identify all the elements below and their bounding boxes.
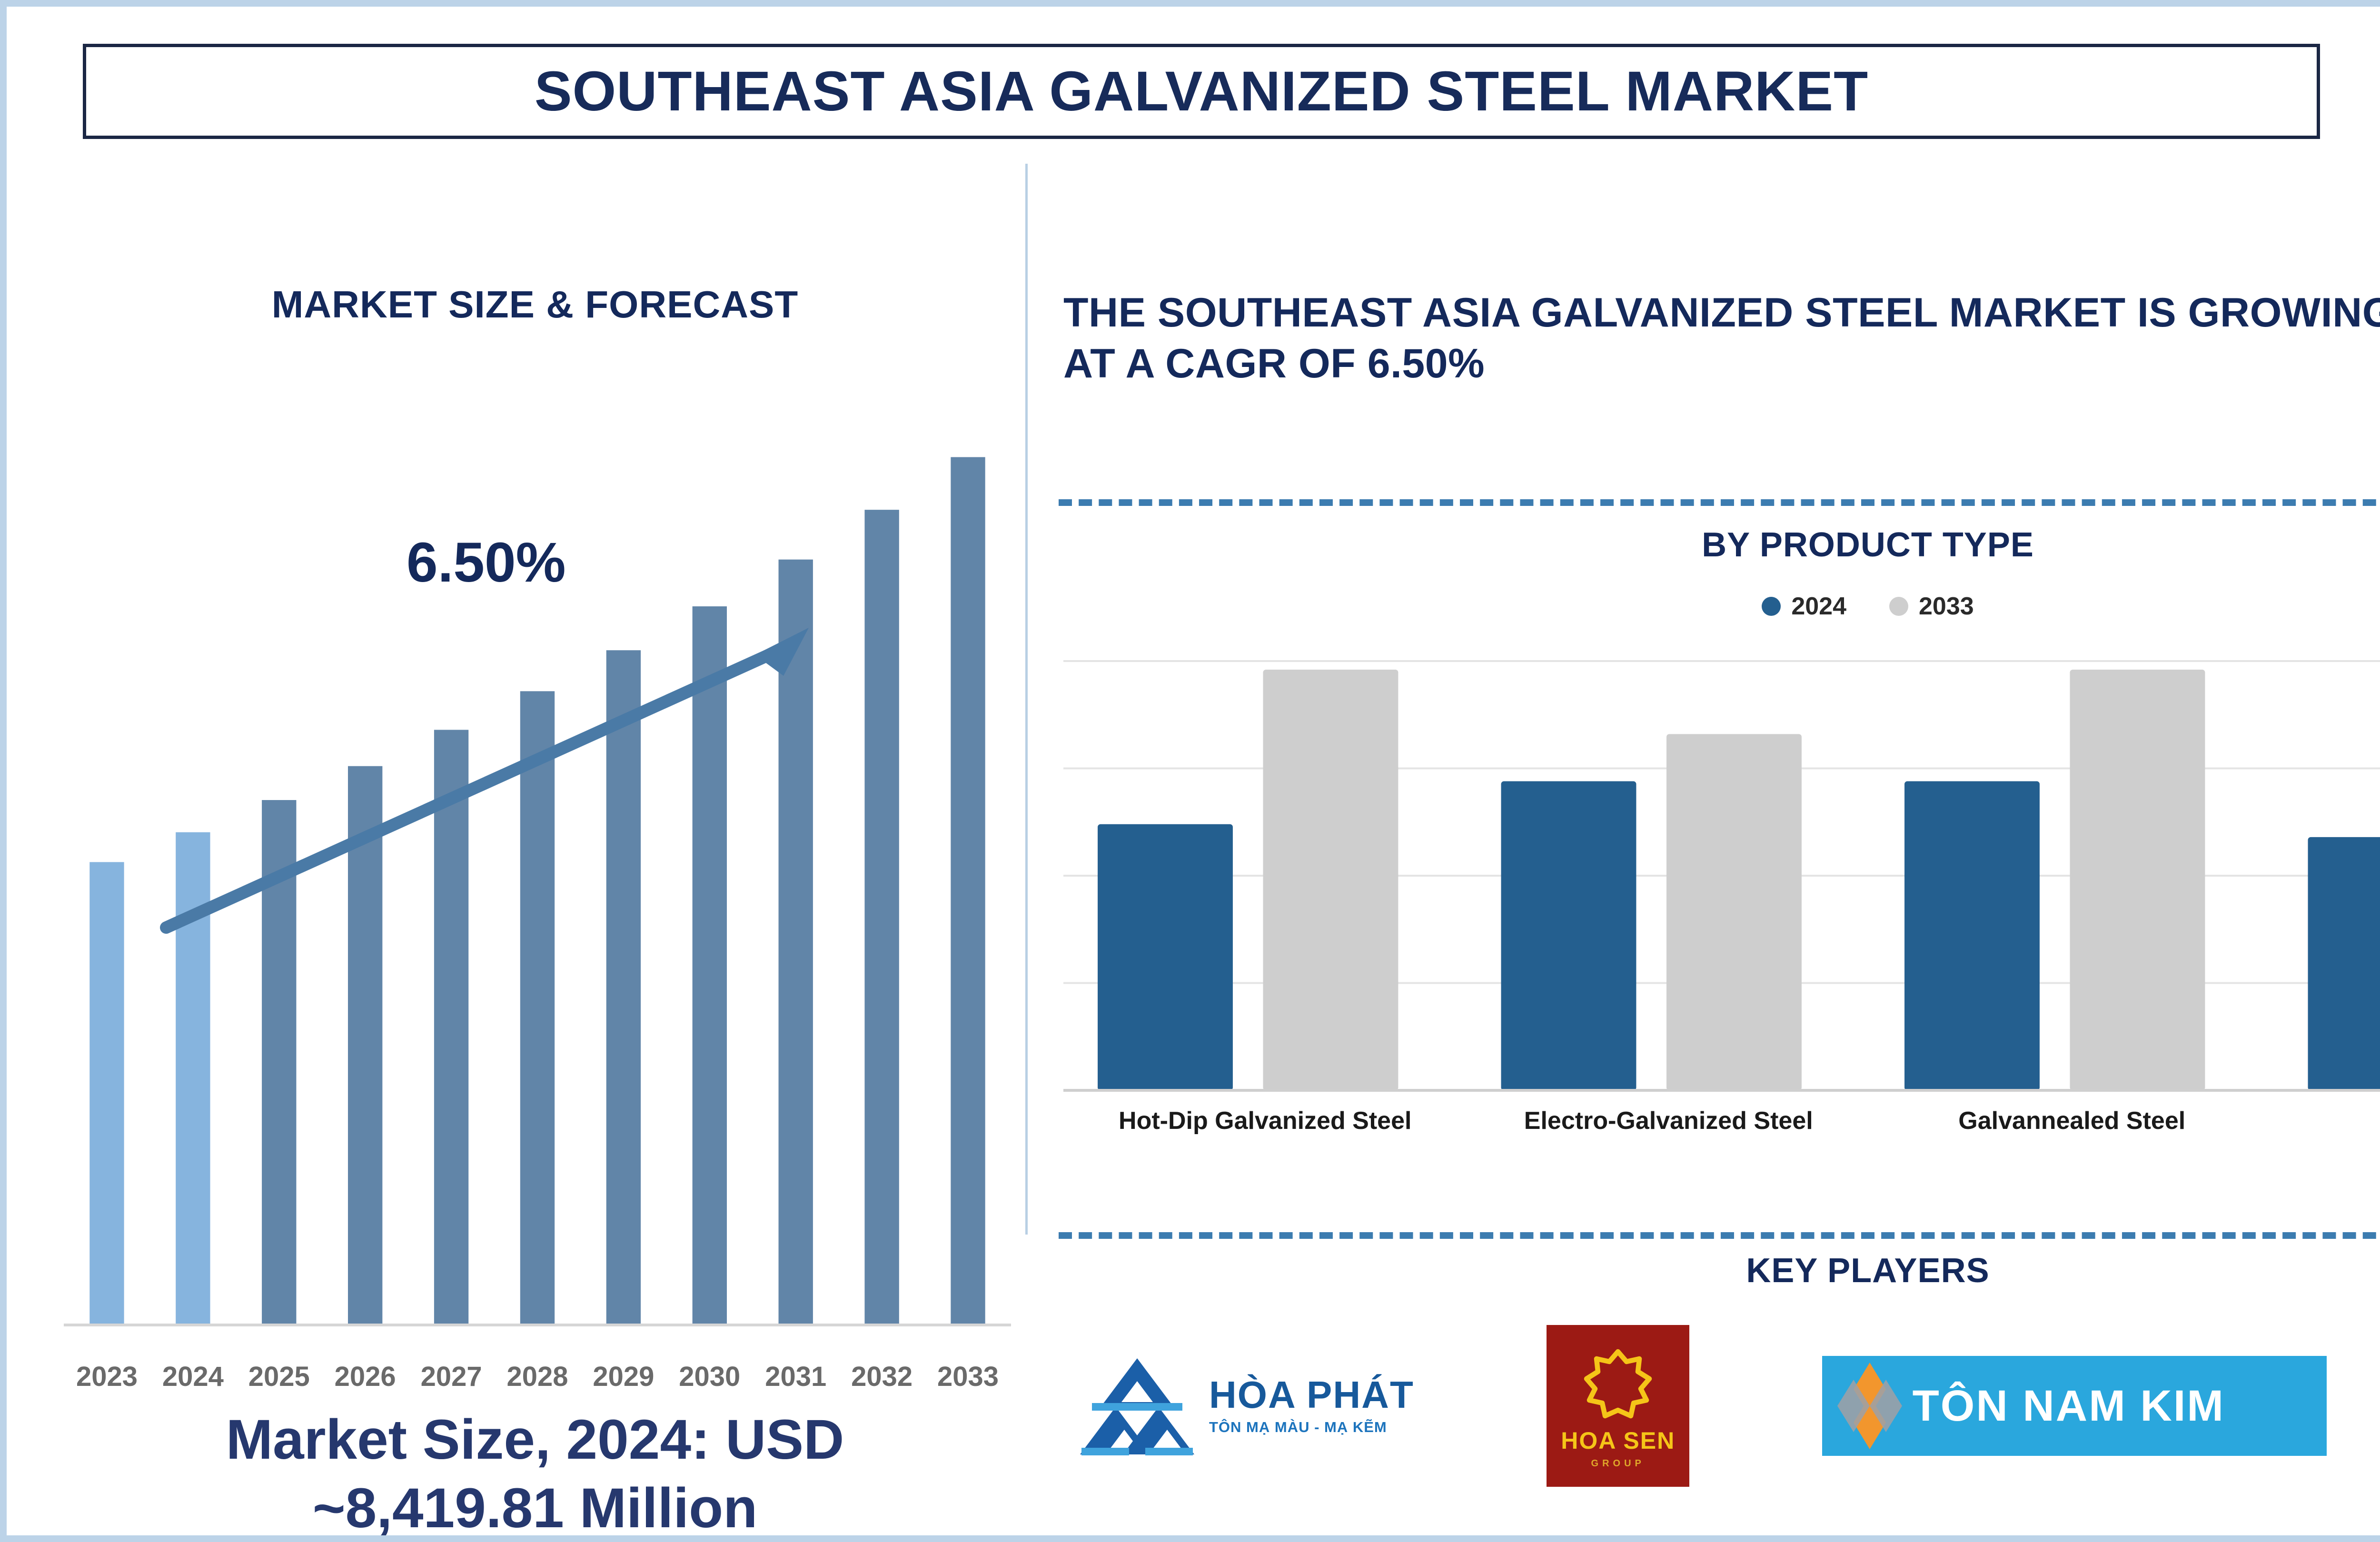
market-size-forecast-panel: MARKET SIZE & FORECAST 6.50% 2023 2024 202… — [35, 164, 1025, 1535]
year-tick-label: 2033 — [937, 1361, 999, 1392]
year-tick-label: 2025 — [248, 1361, 310, 1392]
growth-trend-arrow — [160, 638, 798, 934]
year-tick-label: 2028 — [506, 1361, 568, 1392]
hoa-phat-mark-icon — [1080, 1358, 1194, 1455]
right-panel: THE SOUTHEAST ASIA GALVANIZED STEEL MARK… — [1059, 164, 2380, 1511]
product-bar — [2308, 837, 2380, 1090]
ton-nam-kim-name: TÔN NAM KIM — [1912, 1381, 2225, 1430]
market-size-bar — [89, 862, 124, 1325]
market-size-bar — [951, 457, 985, 1325]
legend-swatch-icon — [1762, 597, 1781, 616]
vertical-divider — [1025, 164, 1028, 1235]
market-size-line-1: Market Size, 2024: USD — [226, 1408, 844, 1471]
market-size-bar — [434, 730, 469, 1325]
product-bar — [1501, 781, 1636, 1090]
legend-item[interactable]: 2024 — [1762, 592, 1846, 621]
product-category-label: Galvannealed Steel — [1958, 1107, 2186, 1135]
key-players-title: KEY PLAYERS — [1746, 1252, 1990, 1290]
hoa-sen-tagline: GROUP — [1591, 1458, 1645, 1469]
growth-headline: THE SOUTHEAST ASIA GALVANIZED STEEL MARK… — [1063, 290, 2380, 386]
legend-label: 2033 — [1919, 593, 1974, 620]
hoa-sen-name: HOA SEN — [1561, 1427, 1676, 1454]
product-chart-legend: 2024 2033 — [1059, 592, 2380, 621]
legend-item[interactable]: 2033 — [1889, 592, 1974, 621]
market-size-bar — [520, 691, 555, 1325]
market-size-line-2: ~8,419.81 Million — [312, 1476, 758, 1540]
market-size-year-axis: 2023 2024 2025 2026 2027 2028 2029 2030 2031 2032… — [64, 1361, 1011, 1393]
year-tick-label: 2030 — [679, 1361, 741, 1392]
market-size-bar — [864, 510, 899, 1325]
market-size-bar — [692, 606, 727, 1325]
growth-trend-arrowhead — [755, 628, 809, 676]
hoa-sen-star-icon — [1584, 1349, 1652, 1418]
product-bar — [1098, 824, 1233, 1090]
ton-nam-kim-diamond-icon — [1837, 1363, 1902, 1449]
product-category-label: Electro-Galvanized Steel — [1524, 1107, 1813, 1135]
legend-swatch-icon — [1889, 597, 1908, 616]
page-title: SOUTHEAST ASIA GALVANIZED STEEL MARKET — [534, 60, 1869, 123]
title-box: SOUTHEAST ASIA GALVANIZED STEEL MARKET — [83, 44, 2320, 139]
ton-nam-kim-logo: TÔN NAM KIM — [1822, 1356, 2327, 1456]
year-tick-label: 2024 — [162, 1361, 224, 1392]
legend-label: 2024 — [1791, 593, 1846, 620]
hoa-phat-tagline: TÔN MẠ MÀU - MẠ KẼM — [1209, 1419, 1387, 1435]
product-bar — [1666, 734, 1802, 1090]
by-product-type-title: BY PRODUCT TYPE — [1702, 526, 2034, 564]
by-product-type-bar-chart — [1063, 656, 2380, 1099]
year-tick-label: 2026 — [334, 1361, 396, 1392]
market-size-bar — [348, 766, 383, 1325]
product-bar — [1904, 781, 2040, 1090]
product-bar — [2070, 670, 2205, 1090]
year-tick-label: 2032 — [851, 1361, 913, 1392]
year-tick-label: 2023 — [76, 1361, 138, 1392]
market-size-value: Market Size, 2024: USD ~8,419.81 Million — [54, 1406, 1016, 1540]
market-size-bar — [778, 559, 813, 1325]
divider-dashed-bottom — [1059, 1232, 2380, 1239]
left-panel-heading: MARKET SIZE & FORECAST — [271, 283, 799, 326]
key-players-logos: HÒA PHÁT TÔN MẠ MÀU - MẠ KẼM HOA SEN GRO… — [1063, 1311, 2380, 1501]
market-size-bar — [606, 650, 641, 1325]
hoa-phat-name: HÒA PHÁT — [1209, 1374, 1414, 1416]
product-category-label: Hot-Dip Galvanized Steel — [1119, 1107, 1412, 1135]
product-category-label: Others — [2274, 1106, 2380, 1136]
cagr-annotation: 6.50% — [407, 531, 566, 594]
hoa-sen-logo: HOA SEN GROUP — [1547, 1325, 1690, 1487]
market-size-bar-chart — [64, 411, 1011, 1358]
market-size-bar-chart-svg — [64, 457, 1011, 1326]
product-type-category-labels: Hot-Dip Galvanized Steel Electro-Galvaniz… — [1063, 1106, 2380, 1136]
hoa-phat-logo: HÒA PHÁT TÔN MẠ MÀU - MẠ KẼM — [1078, 1354, 1414, 1458]
year-tick-label: 2027 — [420, 1361, 482, 1392]
divider-dashed-top — [1059, 499, 2380, 506]
by-product-type-chart-svg — [1063, 660, 2380, 1092]
year-tick-label: 2031 — [765, 1361, 827, 1392]
product-bar — [1263, 670, 1398, 1090]
year-tick-label: 2029 — [593, 1361, 654, 1392]
